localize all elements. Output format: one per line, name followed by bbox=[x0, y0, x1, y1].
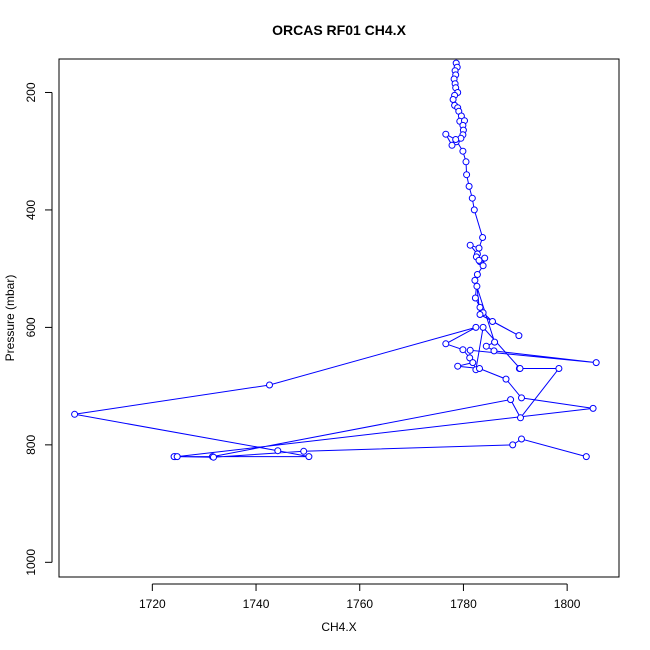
data-point bbox=[469, 359, 477, 367]
x-axis: 1720 1740 1760 1780 1800 bbox=[139, 583, 581, 611]
data-point bbox=[454, 362, 462, 370]
data-layer bbox=[71, 59, 600, 461]
y-axis: 200 400 600 800 1000 bbox=[24, 82, 53, 576]
data-point bbox=[473, 271, 481, 278]
data-point bbox=[518, 394, 525, 402]
data-point bbox=[582, 453, 590, 461]
data-point bbox=[516, 365, 524, 372]
data-point bbox=[589, 404, 597, 412]
data-point bbox=[479, 323, 487, 331]
data-point bbox=[475, 244, 483, 252]
data-point bbox=[459, 346, 467, 354]
data-point bbox=[476, 365, 483, 372]
data-point bbox=[515, 332, 523, 340]
series-line bbox=[74, 62, 597, 458]
y-axis-label: Pressure (mbar) bbox=[3, 275, 17, 362]
data-point bbox=[472, 323, 480, 331]
data-point bbox=[476, 303, 484, 311]
data-point bbox=[305, 453, 313, 461]
data-point bbox=[71, 410, 79, 418]
data-point bbox=[449, 96, 457, 103]
data-point bbox=[274, 447, 282, 455]
x-tick-label: 1780 bbox=[450, 597, 477, 611]
data-point bbox=[490, 347, 498, 355]
data-point bbox=[465, 182, 473, 190]
y-tick-label: 200 bbox=[24, 82, 38, 102]
data-point bbox=[481, 254, 489, 262]
data-point bbox=[442, 130, 450, 138]
data-point bbox=[507, 396, 515, 404]
x-tick-label: 1760 bbox=[346, 597, 373, 611]
data-point bbox=[489, 318, 496, 325]
x-axis-label: CH4.X bbox=[321, 620, 356, 634]
data-point bbox=[479, 262, 487, 270]
y-tick-label: 400 bbox=[24, 200, 38, 220]
x-tick-label: 1740 bbox=[243, 597, 270, 611]
data-point bbox=[442, 340, 450, 348]
data-point bbox=[173, 453, 181, 461]
data-point bbox=[517, 414, 524, 422]
data-point bbox=[473, 282, 481, 290]
data-point bbox=[555, 365, 563, 372]
data-point bbox=[266, 381, 273, 389]
data-point bbox=[491, 338, 499, 346]
data-point bbox=[462, 158, 470, 166]
data-point bbox=[452, 136, 460, 143]
data-point bbox=[475, 256, 483, 264]
x-tick-label: 1720 bbox=[139, 597, 166, 611]
data-point bbox=[502, 375, 510, 383]
data-point bbox=[470, 206, 478, 214]
data-point bbox=[482, 342, 490, 350]
y-tick-label: 1000 bbox=[24, 549, 38, 576]
data-point bbox=[592, 359, 600, 367]
data-point bbox=[471, 276, 479, 284]
y-tick-label: 600 bbox=[24, 317, 38, 337]
data-point bbox=[300, 447, 308, 455]
chart-title: ORCAS RF01 CH4.X bbox=[272, 22, 406, 38]
data-point bbox=[479, 234, 487, 241]
data-point bbox=[509, 441, 517, 449]
data-point bbox=[471, 294, 479, 302]
plot-frame bbox=[58, 58, 620, 578]
data-point bbox=[463, 171, 471, 179]
x-tick-label: 1800 bbox=[554, 597, 581, 611]
data-point bbox=[459, 147, 467, 155]
data-point bbox=[466, 354, 474, 362]
data-point bbox=[466, 346, 474, 354]
data-point bbox=[518, 435, 525, 443]
y-tick-label: 800 bbox=[24, 435, 38, 455]
data-point bbox=[210, 453, 217, 461]
data-point bbox=[466, 241, 474, 249]
data-point bbox=[476, 311, 484, 318]
data-point bbox=[448, 141, 456, 149]
data-point bbox=[468, 194, 476, 202]
